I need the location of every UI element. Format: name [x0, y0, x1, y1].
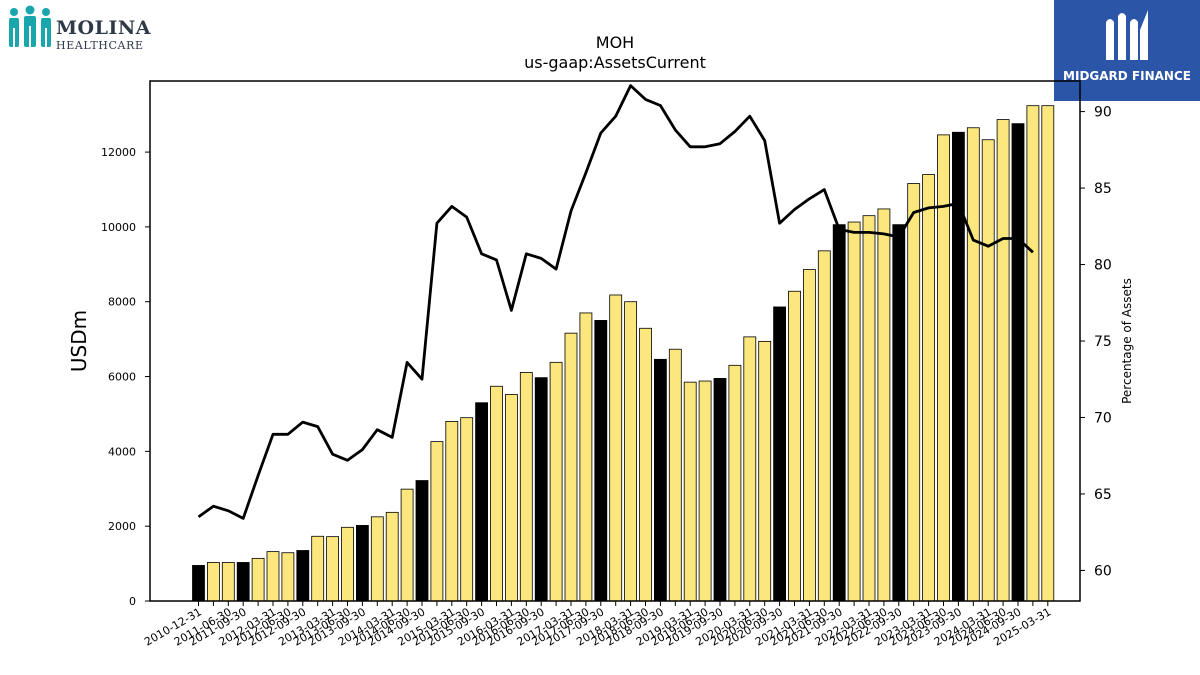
bar [579, 312, 593, 602]
bar [519, 372, 533, 602]
bar [624, 301, 637, 602]
y-axis-left: 0 2000 4000 6000 8000 10000 12000 [101, 146, 150, 608]
y2-tick-label: 65 [1094, 487, 1112, 503]
x-axis: 2010-12-312011-06-302011-09-302012-03-31… [142, 601, 1053, 649]
y2-tick-label: 60 [1094, 563, 1112, 579]
bar [385, 511, 399, 602]
bar [1011, 123, 1025, 602]
bar [788, 290, 801, 602]
y-tick-label: 2000 [108, 520, 136, 533]
bar [415, 480, 429, 602]
y-tick-label: 4000 [108, 445, 136, 458]
bar [355, 525, 369, 602]
bar [892, 224, 906, 602]
y-axis-right: 60 65 70 75 80 85 90 [1080, 105, 1112, 579]
bar [549, 361, 563, 602]
molina-logo-text: MOLINA [56, 17, 151, 39]
y2-tick-label: 70 [1094, 410, 1112, 426]
chart-title: MOH [596, 33, 634, 52]
bar [490, 385, 503, 602]
bar [847, 221, 861, 602]
bar [639, 327, 652, 602]
y-tick-label: 6000 [108, 371, 136, 384]
y2-tick-label: 80 [1094, 258, 1112, 274]
bar [877, 208, 891, 602]
bar [430, 441, 444, 602]
bar [609, 294, 623, 602]
bar [192, 565, 205, 602]
bar [341, 526, 354, 602]
bar [698, 380, 712, 602]
bar [221, 562, 235, 602]
bar [758, 340, 772, 602]
bar [445, 421, 459, 602]
bar [743, 336, 757, 602]
y2-tick-label: 75 [1094, 334, 1112, 350]
midgard-logo-text: MIDGARD FINANCE [1063, 69, 1191, 83]
bar [475, 402, 489, 602]
bar [1041, 105, 1055, 602]
bar [206, 562, 220, 602]
y2-axis-label: Percentage of Assets [1120, 278, 1134, 404]
bar [728, 364, 742, 602]
midgard-emblem-icon [1106, 10, 1148, 60]
bar [251, 557, 265, 602]
bar [803, 269, 816, 602]
bar [370, 516, 384, 602]
molina-people-icon [9, 5, 51, 47]
y2-tick-label: 85 [1094, 181, 1112, 197]
bar [266, 551, 280, 602]
bar [668, 348, 682, 602]
bar [996, 119, 1010, 602]
bar [460, 417, 474, 602]
chart-subtitle: us-gaap:AssetsCurrent [524, 53, 706, 72]
bar [326, 536, 340, 602]
bar [504, 394, 518, 602]
y-tick-label: 12000 [101, 146, 136, 159]
bar-series [192, 105, 1055, 602]
midgard-finance-logo: MIDGARD FINANCE [1054, 0, 1200, 101]
bar [981, 139, 995, 602]
bar [683, 381, 697, 602]
bar [922, 174, 935, 602]
line-series [197, 84, 1034, 520]
bar [311, 535, 325, 602]
bar [713, 378, 727, 602]
bar [966, 127, 980, 602]
y-tick-label: 8000 [108, 296, 136, 309]
y-tick-label: 10000 [101, 221, 136, 234]
bar [534, 377, 548, 602]
bar [907, 183, 921, 602]
bar [564, 332, 578, 602]
bar [832, 224, 846, 602]
molina-logo-subtext: HEALTHCARE [56, 39, 144, 52]
molina-healthcare-logo: MOLINA HEALTHCARE [6, 4, 156, 52]
y-tick-label: 0 [129, 595, 136, 608]
bar [594, 320, 608, 602]
y2-tick-label: 90 [1094, 105, 1112, 121]
bar [281, 552, 295, 602]
bar [400, 488, 414, 602]
y-axis-label: USDm [67, 310, 91, 372]
bar [296, 550, 310, 602]
bar [773, 306, 786, 602]
bar [862, 215, 876, 602]
bar [236, 562, 250, 602]
bar [654, 358, 667, 602]
percentage-line [197, 84, 1034, 520]
bar [817, 250, 831, 602]
bar [1026, 105, 1040, 602]
